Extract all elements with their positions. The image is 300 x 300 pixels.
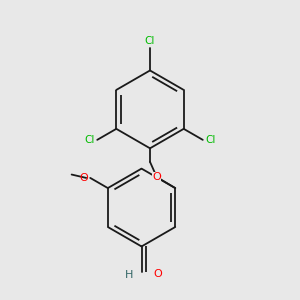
Text: O: O	[153, 268, 162, 278]
Text: Cl: Cl	[206, 135, 216, 145]
Text: O: O	[152, 172, 161, 182]
Text: Cl: Cl	[84, 135, 94, 145]
Text: O: O	[152, 172, 161, 182]
Text: Cl: Cl	[145, 36, 155, 46]
Text: H: H	[125, 269, 133, 280]
Text: O: O	[80, 173, 88, 183]
